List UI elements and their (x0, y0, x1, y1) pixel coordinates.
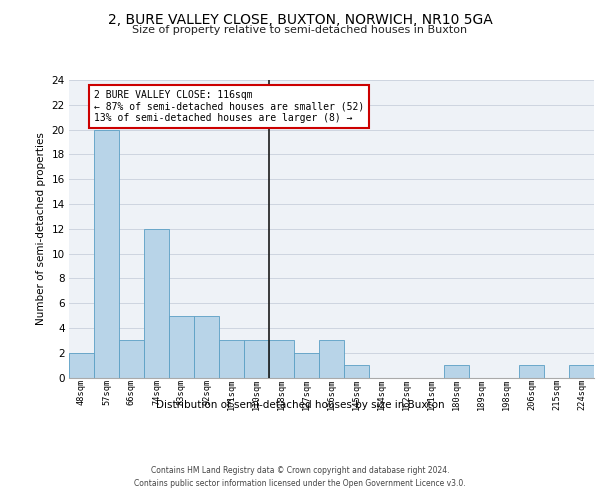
Bar (344, 365, 369, 378)
Bar (69, 352, 94, 378)
Text: Size of property relative to semi-detached houses in Buxton: Size of property relative to semi-detach… (133, 25, 467, 35)
Bar (119, 340, 144, 378)
Bar (169, 316, 194, 378)
Text: Contains HM Land Registry data © Crown copyright and database right 2024.
Contai: Contains HM Land Registry data © Crown c… (134, 466, 466, 487)
Bar (269, 340, 294, 378)
Bar (244, 340, 269, 378)
Bar (294, 352, 319, 378)
Bar (94, 130, 119, 378)
Bar (569, 365, 594, 378)
Text: Distribution of semi-detached houses by size in Buxton: Distribution of semi-detached houses by … (155, 400, 445, 410)
Bar (194, 316, 219, 378)
Bar (519, 365, 544, 378)
Bar (219, 340, 244, 378)
Text: 2, BURE VALLEY CLOSE, BUXTON, NORWICH, NR10 5GA: 2, BURE VALLEY CLOSE, BUXTON, NORWICH, N… (107, 12, 493, 26)
Y-axis label: Number of semi-detached properties: Number of semi-detached properties (36, 132, 46, 325)
Text: 2 BURE VALLEY CLOSE: 116sqm
← 87% of semi-detached houses are smaller (52)
13% o: 2 BURE VALLEY CLOSE: 116sqm ← 87% of sem… (94, 90, 364, 123)
Bar (144, 229, 169, 378)
Bar (319, 340, 344, 378)
Bar (444, 365, 469, 378)
